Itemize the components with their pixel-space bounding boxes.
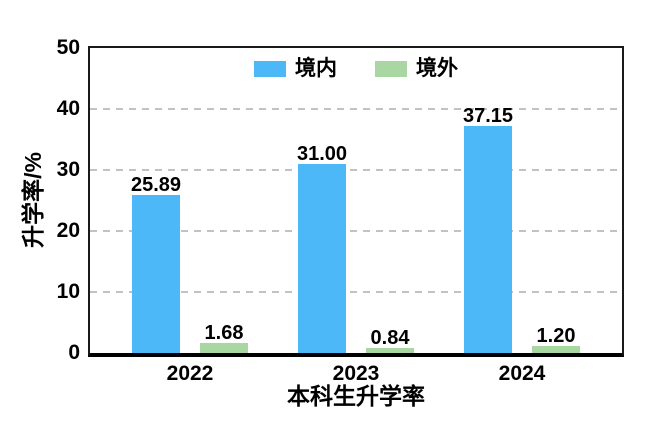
y-tick-label-50: 50 <box>56 36 80 59</box>
bar-value-label-overseas-2023: 0.84 <box>370 326 410 349</box>
y-tick-label-40: 40 <box>56 97 80 120</box>
y-tick-label-30: 30 <box>56 158 80 181</box>
bar-value-label-domestic-2022: 25.89 <box>130 174 182 197</box>
gridline-40 <box>90 108 622 110</box>
x-tick-label-2022: 2022 <box>166 362 214 385</box>
bars-layer: 25.89 1.68 31.00 0.84 37.15 1.20 <box>90 48 622 353</box>
gridline-20 <box>90 230 622 232</box>
bar-overseas-2024 <box>532 345 580 353</box>
bar-value-label-domestic-2024: 37.15 <box>462 105 514 128</box>
bar-domestic-2024 <box>464 126 512 353</box>
bar-overseas-2022 <box>200 342 248 353</box>
legend-label-overseas: 境外 <box>416 57 458 80</box>
bar-value-label-domestic-2023: 31.00 <box>296 142 348 165</box>
legend-swatch-domestic <box>254 61 286 77</box>
bar-value-label-overseas-2024: 1.20 <box>536 324 576 347</box>
x-axis-title: 本科生升学率 <box>287 383 425 409</box>
bar-domestic-2023 <box>298 163 346 353</box>
bar-overseas-2023 <box>366 347 414 353</box>
bar-domestic-2022 <box>132 195 180 353</box>
legend-swatch-overseas <box>375 61 407 77</box>
gridline-30 <box>90 169 622 171</box>
y-tick-label-20: 20 <box>56 219 80 242</box>
plot-area: 25.89 1.68 31.00 0.84 37.15 1.20 境内 境外 <box>88 46 624 357</box>
x-tick-label-2024: 2024 <box>498 362 546 385</box>
grid-layer <box>90 48 622 353</box>
x-tick-label-2023: 2023 <box>332 362 380 385</box>
y-tick-label-10: 10 <box>56 280 80 303</box>
gridline-10 <box>90 291 622 293</box>
legend-item-overseas: 境外 <box>375 56 458 82</box>
legend-item-domestic: 境内 <box>254 56 337 82</box>
bar-value-label-overseas-2022: 1.68 <box>204 321 244 344</box>
legend: 境内 境外 <box>254 56 458 82</box>
y-tick-label-0: 0 <box>68 341 80 364</box>
legend-label-domestic: 境内 <box>295 57 337 80</box>
